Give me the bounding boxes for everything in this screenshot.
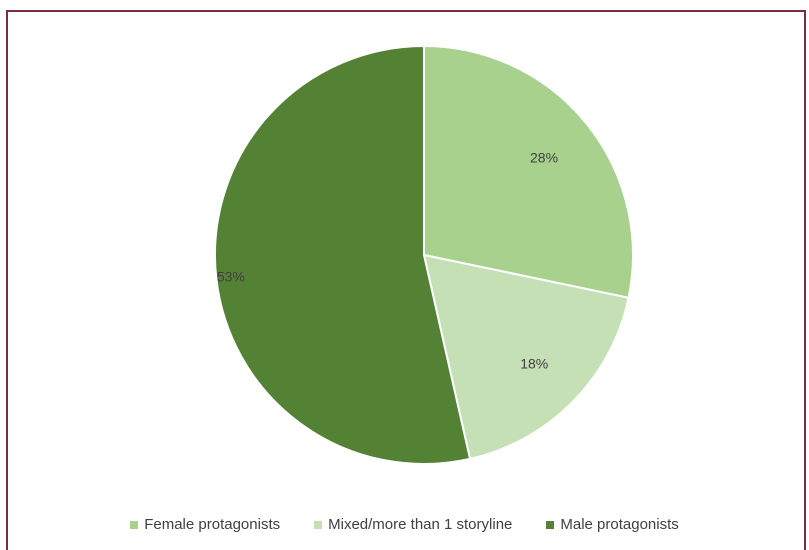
legend-label-female: Female protagonists <box>144 516 281 533</box>
legend-item-female: Female protagonists <box>130 516 280 533</box>
legend-swatch-male <box>546 520 555 529</box>
legend-label-male: Male protagonists <box>560 516 679 533</box>
pie-slice-female <box>423 44 634 299</box>
legend-label-mixed: Mixed/more than 1 storyline <box>328 516 513 533</box>
pie-slice-mixed <box>422 253 630 461</box>
slice-label-mixed: 18% <box>520 355 548 371</box>
slice-label-female: 28% <box>530 149 558 165</box>
slice-label-male: 53% <box>217 269 245 285</box>
chart-legend: Female protagonists Mixed/more than 1 st… <box>0 516 809 533</box>
legend-swatch-female <box>130 520 139 529</box>
pie-slice-male <box>214 44 472 465</box>
legend-item-mixed: Mixed/more than 1 storyline <box>314 516 512 533</box>
legend-item-male: Male protagonists <box>546 516 679 533</box>
legend-swatch-mixed <box>314 520 323 529</box>
